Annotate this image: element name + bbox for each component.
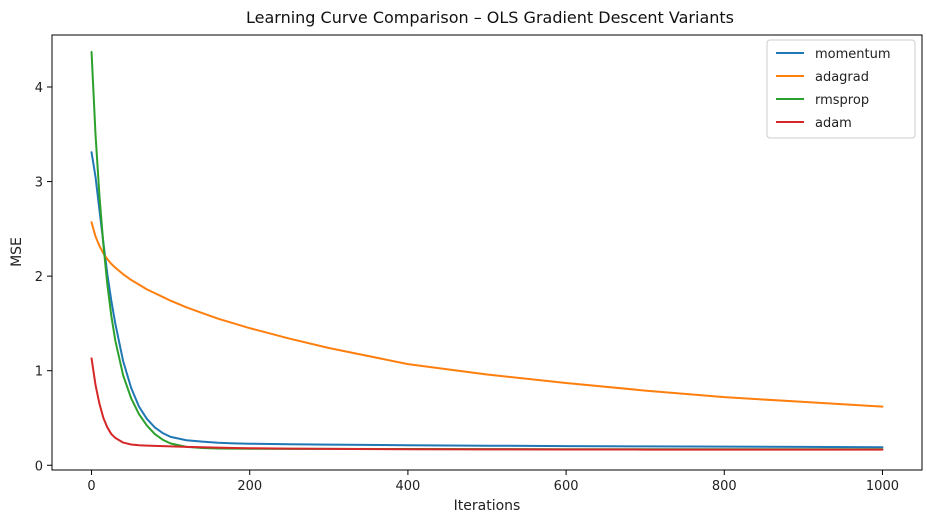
y-tick-label: 4 [35,81,43,96]
series-line-adagrad [90,221,884,408]
x-tick-label: 1000 [866,479,899,494]
legend-label-adam: adam [815,116,852,131]
x-axis-title: Iterations [454,498,521,514]
chart-title: Learning Curve Comparison – OLS Gradient… [246,8,734,27]
legend-box [766,39,916,139]
x-tick-label: 0 [87,479,95,494]
series-line-rmsprop [90,51,884,451]
y-tick-label: 1 [35,365,43,380]
series-layer [90,51,884,451]
x-tick-label: 800 [712,479,737,494]
y-tick-label: 3 [35,176,43,191]
legend-label-adagrad: adagrad [815,70,869,85]
legend-label-momentum: momentum [815,47,891,62]
legend-label-rmsprop: rmsprop [815,93,869,108]
y-tick-label: 0 [35,459,43,474]
x-tick-label: 400 [395,479,420,494]
plot-area [51,34,923,471]
y-axis: 0 1 2 3 4 [35,81,52,474]
x-tick-label: 200 [237,479,262,494]
series-line-momentum [90,151,884,449]
y-tick-label: 2 [35,270,43,285]
x-axis: 0 200 400 600 800 1000 [87,470,899,494]
y-axis-title: MSE [9,237,25,267]
x-tick-label: 600 [554,479,579,494]
legend: momentum adagrad rmsprop adam [766,39,916,139]
series-line-adam [90,357,884,451]
